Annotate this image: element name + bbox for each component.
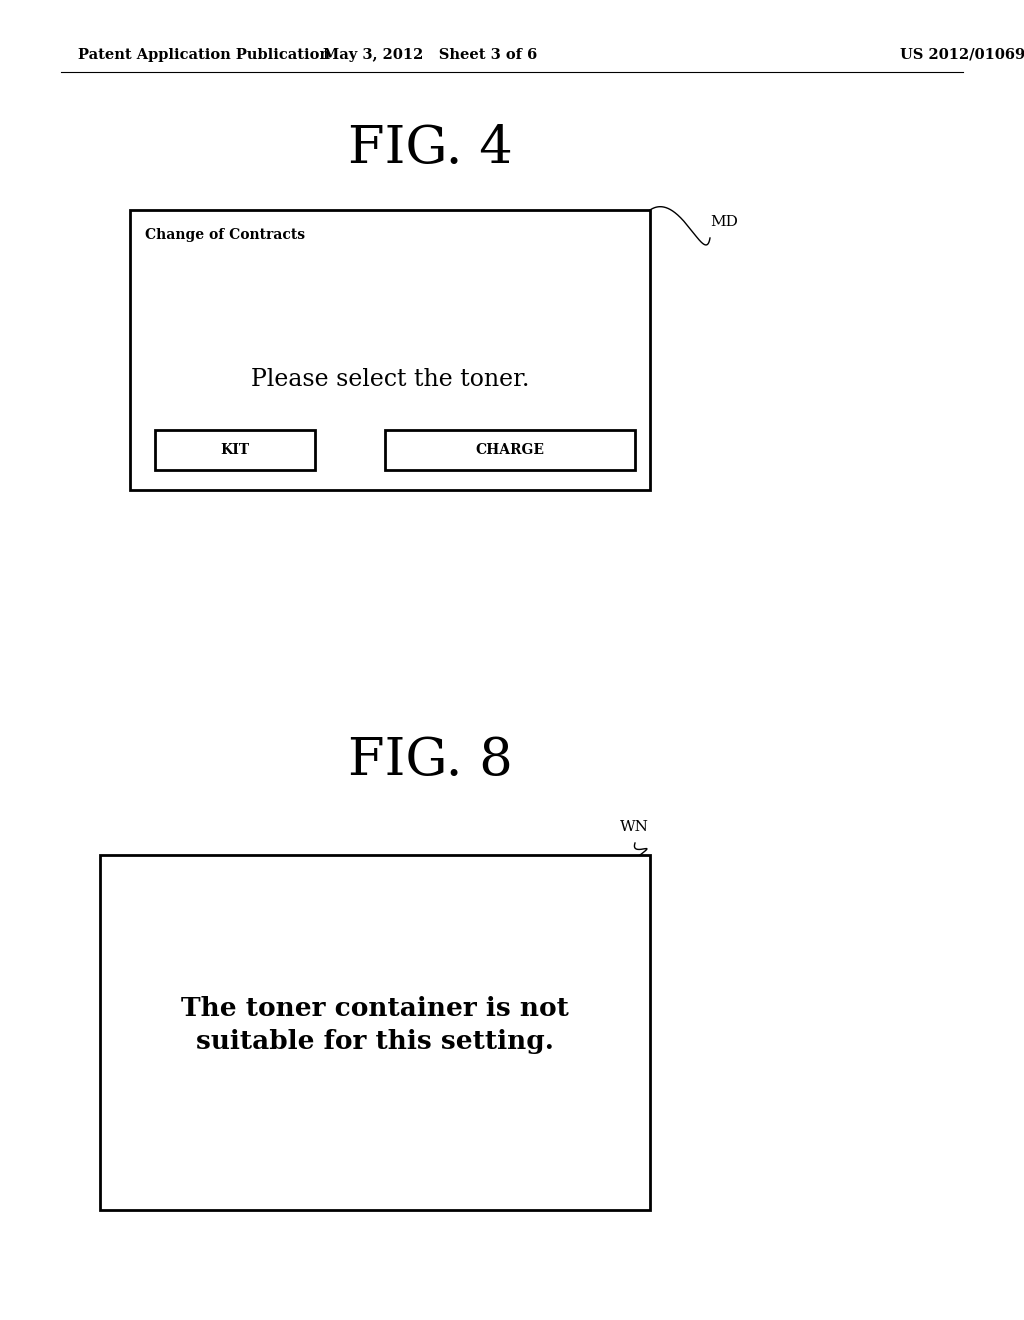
Text: May 3, 2012   Sheet 3 of 6: May 3, 2012 Sheet 3 of 6 [323, 48, 538, 62]
Bar [100, 855, 650, 1210]
Text: US 2012/0106986 A1: US 2012/0106986 A1 [900, 48, 1024, 62]
Text: MD: MD [710, 215, 738, 228]
Bar [385, 430, 635, 470]
Text: FIG. 4: FIG. 4 [347, 123, 512, 173]
Text: WN: WN [620, 820, 649, 834]
Bar [155, 430, 315, 470]
Text: CHARGE: CHARGE [475, 444, 545, 457]
Text: The toner container is not
suitable for this setting.: The toner container is not suitable for … [181, 997, 569, 1055]
Bar [130, 210, 650, 490]
Text: KIT: KIT [220, 444, 250, 457]
Text: Patent Application Publication: Patent Application Publication [78, 48, 330, 62]
Text: Please select the toner.: Please select the toner. [251, 368, 529, 392]
Text: FIG. 8: FIG. 8 [347, 734, 512, 785]
Text: Change of Contracts: Change of Contracts [145, 228, 305, 242]
